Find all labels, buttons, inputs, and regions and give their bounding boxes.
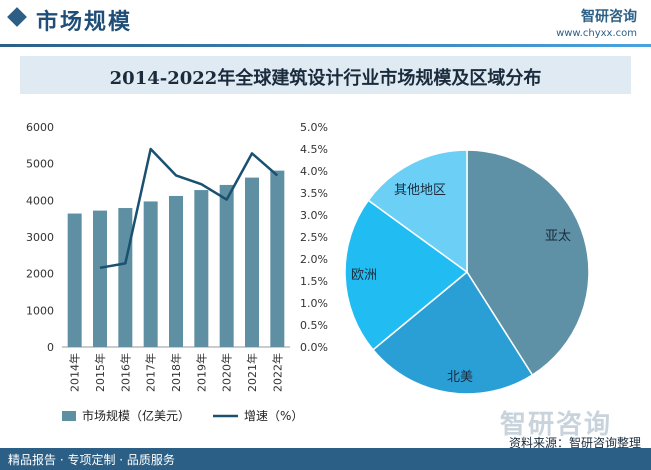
x-tick-label: 2015年 (93, 353, 107, 392)
y-right-tick-label: 0.0% (300, 341, 328, 354)
y-right-tick-label: 1.0% (300, 297, 328, 310)
y-right-tick-label: 1.5% (300, 275, 328, 288)
y-left-tick-label: 5000 (26, 158, 54, 171)
bar (219, 184, 234, 347)
x-tick-label: 2019年 (194, 353, 208, 392)
bar (245, 177, 259, 347)
bar (93, 210, 107, 347)
x-tick-label: 2021年 (245, 353, 259, 392)
y-right-tick-label: 2.0% (300, 253, 328, 266)
x-tick-label: 2014年 (68, 353, 82, 392)
x-tick-label: 2020年 (220, 353, 234, 392)
bar (118, 208, 133, 347)
y-left-tick-label: 0 (47, 341, 54, 354)
legend-bar-swatch (62, 411, 76, 421)
bar (67, 213, 82, 347)
footer-tagline: 精品报告 · 专项定制 · 品质服务 (8, 453, 175, 467)
chart-title-band: 2014-2022年全球建筑设计行业市场规模及区域分布 (20, 56, 631, 94)
y-right-tick-label: 4.5% (300, 143, 328, 156)
bar (169, 195, 183, 347)
header: 市场规模 智研咨询 www.chyxx.com (0, 0, 651, 50)
y-left-tick-label: 2000 (26, 268, 54, 281)
header-divider (0, 44, 651, 47)
brand: 智研咨询 www.chyxx.com (556, 6, 637, 39)
pie-slice (344, 199, 469, 351)
y-left-tick-label: 1000 (26, 304, 54, 317)
bar (194, 190, 209, 347)
legend-line-label: 增速（%） (244, 409, 303, 423)
section-title: 市场规模 (36, 10, 133, 35)
brand-name: 智研咨询 (581, 9, 637, 25)
y-left-tick-label: 4000 (26, 194, 54, 207)
pie-slice-label: 欧洲 (351, 268, 377, 283)
x-tick-label: 2018年 (169, 353, 183, 392)
pie-slice (367, 149, 468, 274)
bar (270, 170, 285, 347)
bar (143, 201, 158, 347)
y-right-tick-label: 3.5% (300, 187, 328, 200)
y-left-tick-label: 3000 (26, 231, 54, 244)
pie-slice-label: 其他地区 (394, 183, 446, 198)
x-tick-label: 2022年 (270, 353, 284, 392)
source-note: 资料来源：智研咨询整理 (508, 436, 641, 450)
y-right-tick-label: 3.0% (300, 209, 328, 222)
y-right-tick-label: 0.5% (300, 319, 328, 332)
x-tick-label: 2017年 (144, 353, 158, 392)
y-right-tick-label: 2.5% (300, 231, 328, 244)
y-right-tick-label: 4.0% (300, 165, 328, 178)
pie-slice-label: 北美 (447, 370, 473, 385)
growth-line (99, 147, 279, 270)
y-right-tick-label: 5.0% (300, 121, 328, 134)
y-left-tick-label: 6000 (26, 121, 54, 134)
brand-url: www.chyxx.com (556, 28, 637, 39)
footer-bar: 精品报告 · 专项定制 · 品质服务 (0, 448, 651, 470)
chart-title: 2014-2022年全球建筑设计行业市场规模及区域分布 (109, 68, 542, 89)
pie-slice (371, 270, 534, 395)
legend-bar-label: 市场规模（亿美元） (82, 408, 190, 423)
x-tick-label: 2016年 (118, 353, 132, 392)
watermark-logo: 智研咨询 (500, 410, 613, 440)
pie-slice-label: 亚太 (545, 229, 571, 244)
